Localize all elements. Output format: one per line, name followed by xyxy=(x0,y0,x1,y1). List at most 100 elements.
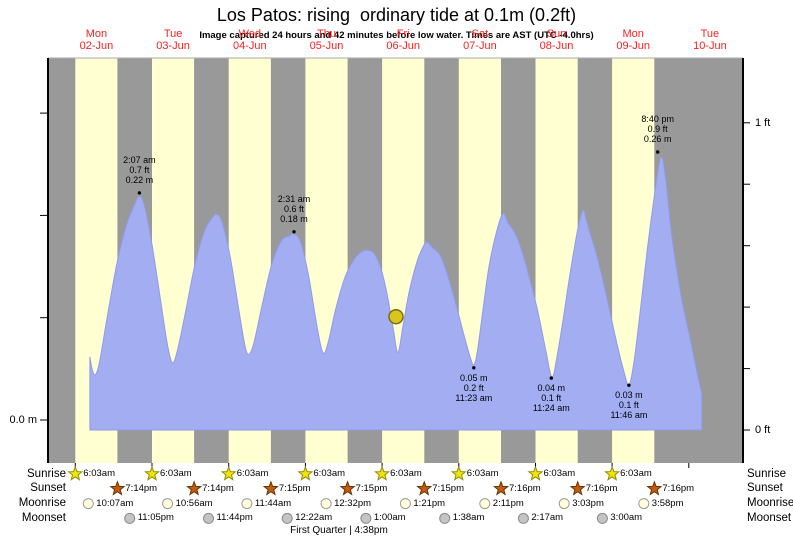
day-name-label: Mon xyxy=(85,28,108,40)
astro-row-label-right: Moonset xyxy=(747,511,792,524)
tide-extreme-dot xyxy=(549,376,553,380)
astro-event-time: 12:22am xyxy=(295,512,333,524)
sunrise-icon xyxy=(220,465,237,481)
astro-event-time: 6:03am xyxy=(160,468,192,479)
tide-extreme-dot xyxy=(137,191,142,195)
astro-event-time: 6:03am xyxy=(466,468,499,479)
astro-event-time: 7:16pm xyxy=(662,482,695,494)
astro-event-time: 6:03am xyxy=(543,468,576,479)
astro-event-time: 11:44pm xyxy=(216,512,253,524)
moonrise-icon xyxy=(320,498,332,510)
chart-subtitle: Image captured 24 hours and 42 minutes b… xyxy=(199,30,594,41)
sunset-icon xyxy=(262,480,279,496)
sunset-icon xyxy=(186,480,203,496)
astro-row-label-left: Sunset xyxy=(30,482,66,495)
astro-event-time: 7:15pm xyxy=(355,482,388,494)
astro-event-time: 3:03pm xyxy=(572,497,604,509)
astro-event-time: 11:05pm xyxy=(137,512,174,524)
sunset-icon xyxy=(646,480,663,496)
tide-extreme-annotation: 8:40 pm 0.9 ft 0.26 m xyxy=(641,114,674,144)
sunset-icon xyxy=(416,480,433,496)
day-name-label: Mon xyxy=(622,28,644,40)
astro-event-time: 6:03am xyxy=(236,468,269,479)
astro-event-time: 2:17am xyxy=(531,512,564,524)
moonset-icon xyxy=(203,512,214,524)
sunset-icon xyxy=(109,480,126,496)
sunrise-icon xyxy=(67,465,84,481)
sunrise-icon xyxy=(144,465,161,481)
day-date-label: 10-Jun xyxy=(693,40,727,52)
day-date-label: 06-Jun xyxy=(386,40,421,52)
day-name-label: Sun xyxy=(546,28,567,40)
right-axis-one-ft-label: 1 ft xyxy=(755,117,771,129)
moonset-icon xyxy=(439,512,451,524)
astro-event-time: 7:15pm xyxy=(278,482,311,494)
tide-extreme-annotation: 2:31 am 0.6 ft 0.18 m xyxy=(277,193,311,224)
day-name-label: Thu xyxy=(317,28,336,40)
astro-event-time: 1:38am xyxy=(452,512,485,524)
chart-title: Los Patos: rising ordinary tide at 0.1m … xyxy=(216,5,577,25)
astro-event-time: 7:14pm xyxy=(125,482,158,494)
tide-extreme-annotation: 0.03 m 0.1 ft 11:46 am xyxy=(610,390,648,421)
moonrise-icon xyxy=(399,498,411,510)
moonrise-icon xyxy=(241,498,253,510)
day-date-label: 04-Jun xyxy=(232,40,267,52)
astro-event-time: 1:00am xyxy=(373,512,406,524)
astro-event-time: 6:03am xyxy=(390,468,422,479)
moonrise-icon xyxy=(162,498,174,510)
moonrise-icon xyxy=(638,498,650,510)
moonset-icon xyxy=(596,512,608,524)
tide-area xyxy=(89,156,703,431)
moonset-icon xyxy=(360,512,372,524)
astro-event-time: 1:21pm xyxy=(413,497,446,509)
astro-event-time: 7:16pm xyxy=(509,482,541,494)
sunset-icon xyxy=(339,480,356,496)
astro-event-time: 7:16pm xyxy=(585,482,618,494)
moonrise-icon xyxy=(479,498,491,510)
astro-event-time: 7:14pm xyxy=(202,482,234,494)
day-date-label: 02-Jun xyxy=(79,40,114,52)
sunrise-icon xyxy=(527,465,544,481)
day-name-label: Fri xyxy=(396,28,410,40)
sunrise-icon xyxy=(604,465,621,481)
sunrise-icon xyxy=(450,465,467,481)
astro-event-time: 10:56am xyxy=(175,497,213,509)
astro-event-time: 6:03am xyxy=(83,468,115,479)
day-name-label: Tue xyxy=(700,28,720,40)
moonset-icon xyxy=(281,512,293,524)
astro-row-label-left: Sunrise xyxy=(27,467,66,480)
astro-event-time: 6:03am xyxy=(313,468,346,479)
astro-row-label-right: Sunset xyxy=(747,482,783,495)
day-name-label: Wed xyxy=(238,28,262,40)
tide-extreme-annotation: 0.05 m 0.2 ft 11:23 am xyxy=(455,372,493,403)
moonset-icon xyxy=(517,512,529,524)
day-name-label: Sat xyxy=(471,28,489,40)
astro-event-time: 12:32pm xyxy=(334,497,372,509)
tide-extreme-annotation: 2:07 am 0.7 ft 0.22 m xyxy=(123,154,156,185)
tide-extreme-dot xyxy=(472,366,476,370)
astro-event-time: 7:15pm xyxy=(432,482,464,494)
moonrise-icon xyxy=(82,498,94,510)
astro-event-time: 3:58pm xyxy=(651,497,684,509)
tide-extreme-annotation: 0.04 m 0.1 ft 11:24 am xyxy=(532,383,570,414)
moonset-icon xyxy=(124,512,136,524)
current-tide-marker xyxy=(388,308,404,325)
day-date-label: 09-Jun xyxy=(616,40,651,52)
day-date-label: 05-Jun xyxy=(309,40,344,52)
astro-row-label-left: Moonrise xyxy=(18,497,66,510)
sunrise-icon xyxy=(297,465,314,481)
tide-extreme-dot xyxy=(656,150,660,154)
astro-event-time: 11:44am xyxy=(254,497,292,509)
moonrise-icon xyxy=(558,498,570,510)
astro-row-label-right: Moonrise xyxy=(747,497,793,510)
astro-row-label-left: Moonset xyxy=(21,511,66,524)
astro-row-label-right: Sunrise xyxy=(747,467,786,480)
tide-extreme-dot xyxy=(292,230,296,234)
astro-event-time: 10:07am xyxy=(96,497,134,509)
astro-event-time: 6:03am xyxy=(620,468,652,479)
right-axis-zero-ft-label: 0 ft xyxy=(755,424,771,436)
sunrise-icon xyxy=(374,465,391,481)
moon-phase-label: First Quarter | 4:38pm xyxy=(290,525,388,536)
astro-event-time: 2:11pm xyxy=(492,497,524,509)
